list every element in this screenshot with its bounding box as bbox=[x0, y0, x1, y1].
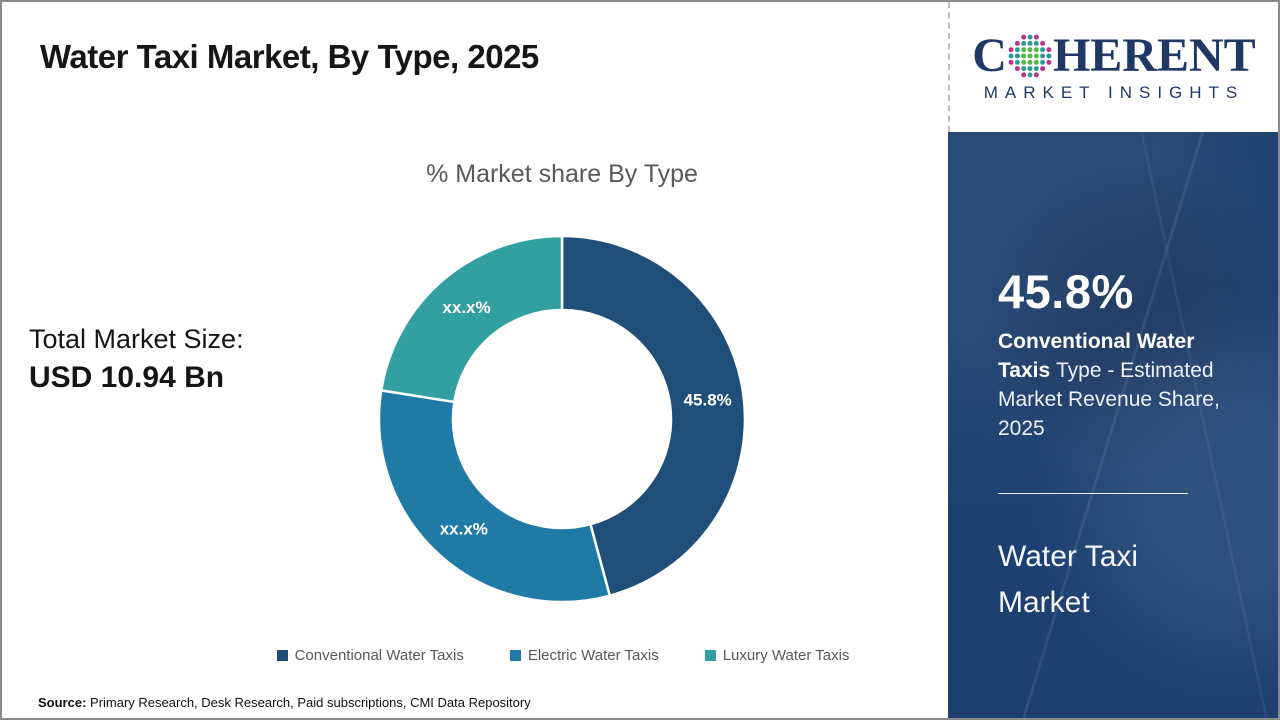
sidebar-stat-description: Conventional Water Taxis Type - Estimate… bbox=[998, 327, 1248, 443]
report-title-line2: Market bbox=[998, 586, 1090, 619]
sidebar-stat-value: 45.8% bbox=[998, 265, 1134, 318]
sidebar-stat-detail: Type - Estimated Market Revenue Share, 2… bbox=[998, 359, 1220, 440]
donut-slice-2 bbox=[379, 234, 564, 404]
report-title-line1: Water Taxi bbox=[998, 540, 1139, 573]
donut-svg: 45.8% xx.x% xx.x% bbox=[377, 234, 747, 604]
sidebar: 45.8% Conventional Water Taxis Type - Es… bbox=[948, 132, 1278, 718]
sidebar-divider bbox=[998, 493, 1188, 494]
legend-swatch-icon bbox=[276, 650, 288, 661]
wordmark-suffix: HERENT bbox=[1052, 28, 1256, 82]
source-text: Primary Research, Desk Research, Paid su… bbox=[86, 695, 531, 710]
dotted-globe-icon bbox=[1008, 34, 1052, 77]
logo-area: C HERENT MARKET INSIGHTS bbox=[948, 2, 1278, 132]
page-title: Water Taxi Market, By Type, 2025 bbox=[40, 38, 539, 75]
chart-legend: Conventional Water Taxis Electric Water … bbox=[190, 647, 936, 664]
coherent-wordmark: C HERENT bbox=[972, 28, 1256, 82]
total-market-size: Total Market Size: USD 10.94 Bn bbox=[29, 324, 244, 395]
legend-swatch-icon bbox=[509, 650, 521, 661]
legend-item-electric: Electric Water Taxis bbox=[509, 647, 659, 664]
donut-chart: 45.8% xx.x% xx.x% bbox=[372, 229, 752, 609]
report-title: Water Taxi Market bbox=[998, 534, 1198, 626]
donut-slice-label-2: xx.x% bbox=[442, 298, 490, 317]
legend-item-luxury: Luxury Water Taxis bbox=[704, 647, 850, 664]
chart-title: % Market share By Type bbox=[426, 160, 698, 188]
wordmark-prefix: C bbox=[972, 28, 1007, 82]
source-label: Source: bbox=[38, 695, 87, 710]
donut-slice-0 bbox=[560, 234, 747, 598]
legend-swatch-icon bbox=[704, 650, 716, 661]
donut-slice-1 bbox=[377, 388, 612, 604]
coherent-logo: C HERENT MARKET INSIGHTS bbox=[972, 28, 1256, 103]
donut-slice-label-0: 45.8% bbox=[684, 391, 732, 410]
source-line: Source: Primary Research, Desk Research,… bbox=[38, 695, 531, 710]
legend-item-conventional: Conventional Water Taxis bbox=[276, 647, 464, 664]
sidebar-stat-category: Conventional Water Taxis bbox=[998, 330, 1195, 382]
legend-label: Luxury Water Taxis bbox=[722, 647, 850, 664]
total-market-size-label: Total Market Size: bbox=[29, 324, 244, 354]
total-market-size-value: USD 10.94 Bn bbox=[29, 361, 225, 394]
logo-tagline: MARKET INSIGHTS bbox=[983, 82, 1245, 102]
donut-slice-label-1: xx.x% bbox=[440, 519, 488, 538]
legend-label: Conventional Water Taxis bbox=[294, 647, 464, 664]
legend-label: Electric Water Taxis bbox=[527, 647, 659, 664]
